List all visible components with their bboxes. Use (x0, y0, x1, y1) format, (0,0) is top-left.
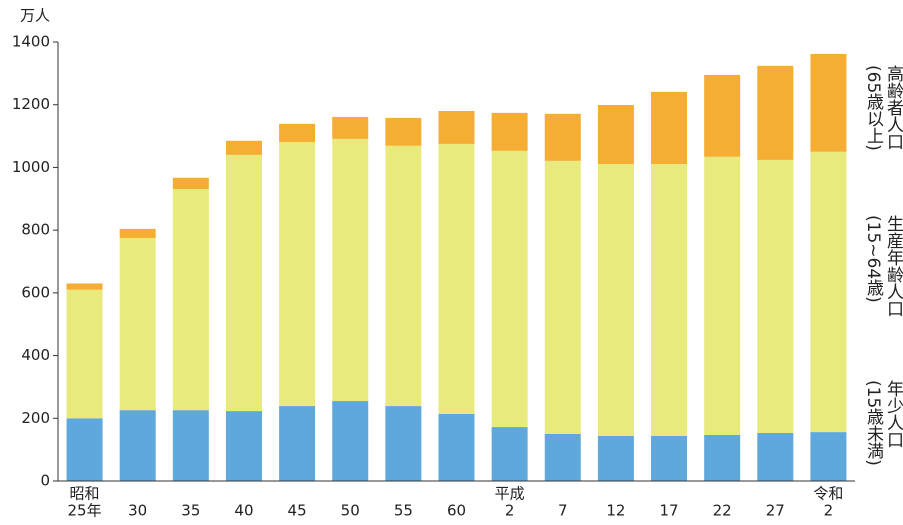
x-tick-label: 35 (181, 502, 200, 520)
bar-segment (385, 118, 421, 146)
bar-segment (279, 124, 315, 142)
x-tick-label: 50 (341, 502, 360, 520)
bar-segment (67, 290, 103, 419)
y-tick-label: 600 (21, 283, 50, 301)
y-tick-label: 400 (21, 346, 50, 364)
legend-note: (15~64歳) (863, 215, 884, 303)
y-tick-label: 200 (21, 409, 50, 427)
bar-segment (332, 401, 368, 481)
bar-segment (332, 117, 368, 139)
legend-label: 年少人口 (883, 380, 903, 448)
x-tick-label: 7 (558, 502, 568, 520)
bar-segment (545, 161, 581, 434)
bar-segment (226, 155, 262, 411)
x-tick-label: 2 (824, 502, 834, 520)
bar-segment (492, 427, 528, 481)
bar-segment (67, 283, 103, 289)
bar-segment (651, 164, 687, 436)
bar-segment (173, 178, 209, 189)
bar-segment (173, 189, 209, 410)
bar-segment (279, 406, 315, 481)
bar-segment (810, 54, 846, 152)
x-tick-label: 昭和 (70, 485, 100, 503)
bar-segment (545, 434, 581, 481)
x-tick-label: 12 (606, 502, 625, 520)
bar-segment (226, 411, 262, 481)
bar-segment (598, 105, 634, 164)
x-tick-label: 令和 (813, 485, 843, 503)
y-tick-label: 1000 (12, 158, 50, 176)
x-tick-label: 30 (128, 502, 147, 520)
x-tick-label: 平成 (495, 485, 525, 503)
bar-segment (492, 113, 528, 151)
bar-segment (651, 436, 687, 481)
bar-segment (439, 414, 475, 481)
bar-segment (757, 66, 793, 160)
bar-segment (810, 152, 846, 432)
bar-segment (757, 433, 793, 481)
bar-segment (385, 146, 421, 406)
x-tick-label: 2 (505, 502, 515, 520)
legend-label: 生産年齢人口 (883, 215, 903, 317)
x-tick-label: 17 (659, 502, 678, 520)
bar-segment (173, 410, 209, 481)
bar-segment (651, 92, 687, 164)
x-tick-label: 40 (234, 502, 253, 520)
x-tick-label: 45 (288, 502, 307, 520)
x-tick-label: 25年 (68, 502, 102, 520)
legend-note: (65歳以上) (863, 65, 884, 151)
x-tick-label: 55 (394, 502, 413, 520)
bar-segment (67, 418, 103, 481)
bar-segment (332, 139, 368, 401)
bar-segment (810, 432, 846, 481)
y-tick-label: 1200 (12, 95, 50, 113)
x-tick-label: 60 (447, 502, 466, 520)
chart: 万人 0 200 400 600 800 1000 1200 1400 昭和25年 30 35 40 4… (0, 0, 903, 521)
y-tick-label: 800 (21, 221, 50, 239)
legend-label: 高齢者人口 (883, 65, 903, 150)
bar-segment (598, 436, 634, 481)
bar-segment (279, 142, 315, 406)
bar-segment (704, 435, 740, 481)
bar-segment (704, 157, 740, 435)
x-tick-label: 27 (766, 502, 785, 520)
bar-segment (545, 114, 581, 161)
y-tick-label: 0 (40, 472, 50, 490)
bar-segment (704, 75, 740, 157)
bar-segment (120, 238, 156, 410)
x-tick-label: 22 (713, 502, 732, 520)
bar-segment (439, 111, 475, 144)
bar-segment (120, 410, 156, 481)
bar-segment (757, 160, 793, 433)
bar-segment (226, 141, 262, 155)
bar-segment (120, 229, 156, 238)
bar-segment (598, 164, 634, 436)
bar-segment (439, 144, 475, 414)
bar-segment (385, 406, 421, 481)
y-tick-label: 1400 (12, 33, 50, 51)
legend-note: (15歳未満) (863, 380, 884, 466)
y-unit: 万人 (20, 7, 50, 25)
bar-segment (492, 151, 528, 427)
